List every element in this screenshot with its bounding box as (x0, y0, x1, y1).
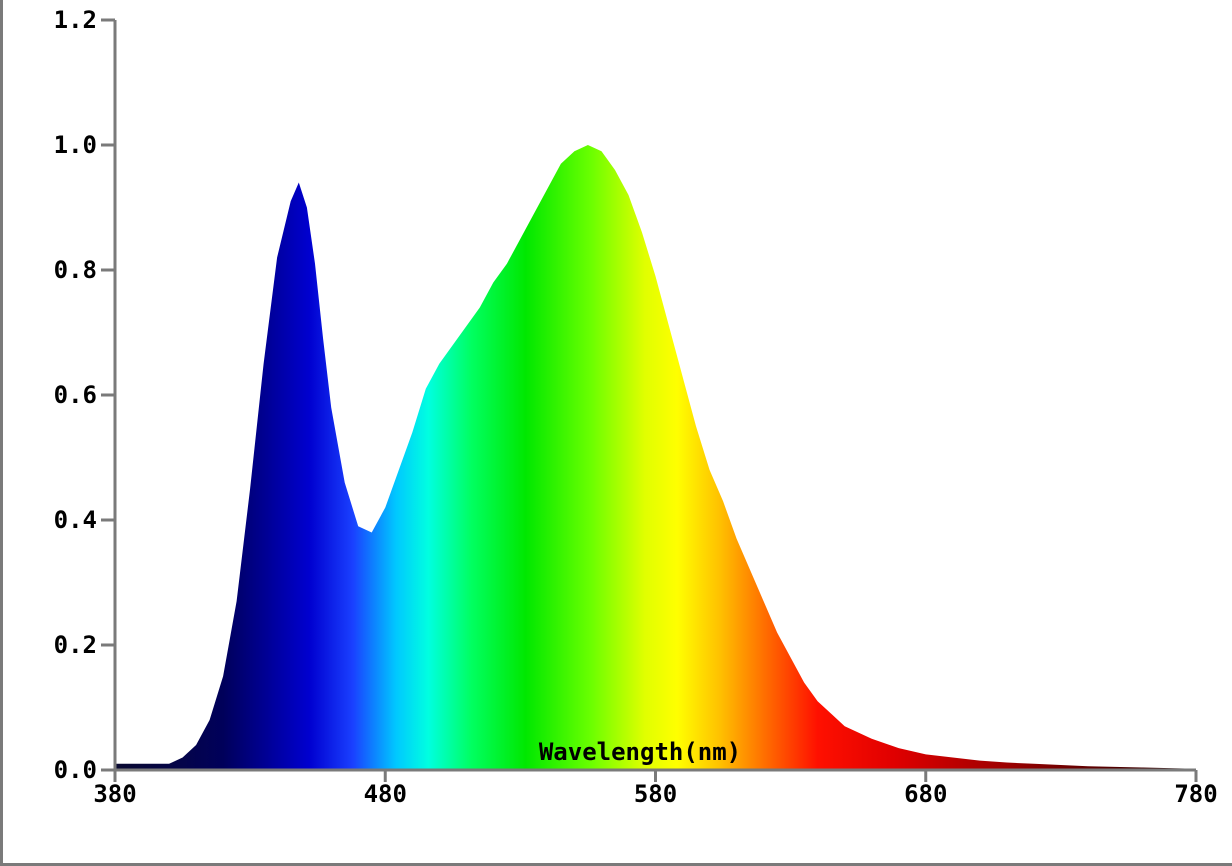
y-tick-label: 0.0 (54, 756, 97, 784)
y-tick-label: 1.2 (54, 6, 97, 34)
x-axis-label: Wavelength(nm) (539, 738, 741, 766)
x-tick-label: 680 (904, 780, 947, 808)
x-tick-label: 380 (93, 780, 136, 808)
x-tick-label: 780 (1174, 780, 1217, 808)
x-tick-label: 580 (634, 780, 677, 808)
y-tick-label: 0.2 (54, 631, 97, 659)
spectrum-area-layer (115, 145, 1196, 770)
axes: 0.0 0.2 0.4 0.6 0.8 1.0 1.2 380 480 580 680 780 (54, 6, 1218, 808)
y-tick-label: 0.6 (54, 381, 97, 409)
spectrum-area (115, 145, 1196, 770)
y-tick-label: 0.4 (54, 506, 97, 534)
y-tick-label: 0.8 (54, 256, 97, 284)
y-tick-label: 1.0 (54, 131, 97, 159)
x-tick-label: 480 (364, 780, 407, 808)
